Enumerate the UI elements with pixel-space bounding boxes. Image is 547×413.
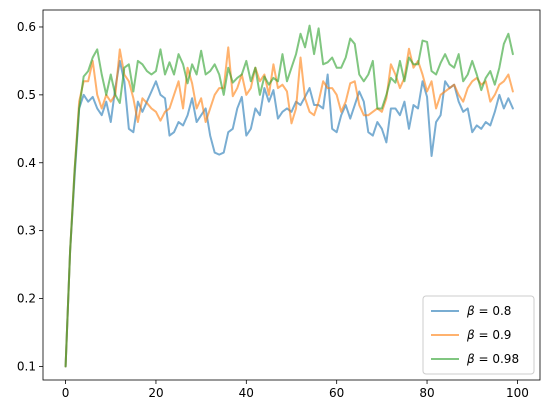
legend-label-1: β = 0.9 <box>466 328 511 342</box>
x-axis: 0 20 40 60 80 100 <box>62 380 529 400</box>
x-tick-label: 40 <box>239 386 254 400</box>
y-tick-label: 0.4 <box>17 156 36 170</box>
x-tick-label: 20 <box>148 386 163 400</box>
legend: β = 0.8β = 0.9β = 0.98 <box>422 295 535 375</box>
series-line-1 <box>64 46 514 368</box>
legend-value: = 0.9 <box>475 328 512 342</box>
legend-greek: β <box>466 328 475 342</box>
legend-box <box>422 295 535 375</box>
y-tick-label: 0.5 <box>17 88 36 102</box>
series-line-2 <box>64 24 514 368</box>
axes-frame <box>42 9 541 381</box>
legend-label-0: β = 0.8 <box>466 304 511 318</box>
x-tick-label: 80 <box>419 386 434 400</box>
legend-label-2: β = 0.98 <box>466 352 519 366</box>
plot-lines <box>64 24 514 368</box>
y-axis: 0.1 0.2 0.3 0.4 0.5 0.6 <box>17 20 43 373</box>
y-tick-label: 0.1 <box>17 359 36 373</box>
y-tick-label: 0.6 <box>17 20 36 34</box>
x-tick-label: 60 <box>329 386 344 400</box>
legend-value: = 0.8 <box>475 304 512 318</box>
x-tick-label: 0 <box>62 386 70 400</box>
legend-value: = 0.98 <box>475 352 519 366</box>
y-tick-label: 0.3 <box>17 224 36 238</box>
legend-greek: β <box>466 304 475 318</box>
y-tick-label: 0.2 <box>17 292 36 306</box>
legend-greek: β <box>466 352 475 366</box>
x-tick-label: 100 <box>506 386 529 400</box>
